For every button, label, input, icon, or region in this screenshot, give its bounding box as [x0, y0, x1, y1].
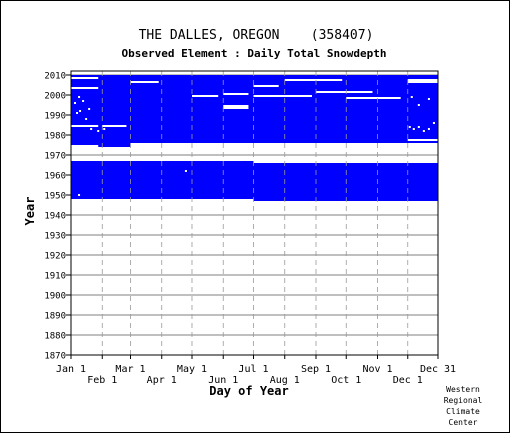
observed-block [71, 161, 254, 199]
chart-subtitle: Observed Element : Daily Total Snowdepth [122, 47, 387, 60]
x-tick-label: Jul 1 [238, 364, 268, 375]
missing-day [417, 104, 420, 106]
missing-block [71, 87, 99, 89]
y-tick-label: 1920 [44, 252, 66, 262]
missing-day [90, 128, 93, 130]
missing-day [422, 130, 425, 132]
missing-block [223, 105, 249, 109]
missing-day [412, 128, 415, 130]
missing-day [88, 108, 91, 110]
chart-title: THE DALLES, OREGON (358407) [139, 28, 374, 43]
missing-day [82, 100, 85, 102]
missing-block [407, 139, 438, 141]
missing-block [316, 91, 373, 93]
credit-line: Center [448, 418, 478, 427]
missing-day [76, 112, 79, 114]
x-tick-label: Sep 1 [301, 364, 331, 375]
missing-day [432, 122, 435, 124]
missing-day [85, 118, 88, 120]
missing-day [184, 170, 187, 172]
missing-block [71, 125, 99, 127]
y-tick-label: 1980 [44, 132, 66, 142]
x-tick-label: May 1 [177, 364, 207, 375]
missing-block [284, 79, 343, 81]
x-tick-label: Oct 1 [331, 375, 361, 386]
x-tick-label: Aug 1 [270, 375, 300, 386]
missing-day [417, 126, 420, 128]
credit-line: Climate [446, 407, 480, 416]
missing-day [74, 102, 77, 104]
missing-day [97, 130, 100, 132]
missing-day [103, 128, 106, 130]
missing-block [71, 145, 99, 147]
missing-day [78, 194, 81, 196]
y-tick-label: 1870 [44, 352, 66, 362]
x-tick-label: Feb 1 [87, 375, 117, 386]
credit-line: Western [446, 385, 480, 394]
credit-line: Regional [443, 396, 483, 405]
credit-block: Western Regional Climate Center [433, 384, 493, 428]
y-tick-label: 2000 [44, 92, 66, 102]
x-tick-label: Apr 1 [147, 375, 177, 386]
x-tick-label: Mar 1 [115, 364, 145, 375]
y-tick-label: 1880 [44, 332, 66, 342]
y-tick-label: 1930 [44, 232, 66, 242]
missing-block [407, 79, 438, 83]
missing-day [408, 126, 411, 128]
x-tick-label: Dec 31 [420, 364, 456, 375]
y-tick-label: 1890 [44, 312, 66, 322]
y-tick-label: 1960 [44, 172, 66, 182]
x-axis-label: Day of Year [209, 384, 288, 398]
missing-block [346, 97, 401, 99]
missing-block [253, 85, 279, 87]
y-tick-label: 1970 [44, 152, 66, 162]
missing-block [253, 95, 312, 97]
missing-day [410, 96, 413, 98]
y-tick-label: 2010 [44, 72, 66, 82]
missing-day [427, 98, 430, 100]
observed-block [253, 163, 438, 201]
y-tick-label: 1940 [44, 212, 66, 222]
missing-block [102, 125, 127, 127]
missing-block [223, 93, 249, 95]
y-tick-label: 1910 [44, 272, 66, 282]
y-tick-label: 1950 [44, 192, 66, 202]
missing-block [71, 77, 99, 79]
missing-block [130, 81, 159, 83]
x-tick-label: Jun 1 [208, 375, 238, 386]
plot-border [70, 70, 439, 356]
y-axis-label: Year [23, 197, 37, 226]
x-tick-label: Dec 1 [393, 375, 423, 386]
missing-day [79, 110, 82, 112]
y-tick-label: 1900 [44, 292, 66, 302]
x-tick-label: Jan 1 [56, 364, 86, 375]
missing-day [78, 96, 81, 98]
missing-block [130, 143, 438, 147]
missing-block [191, 95, 219, 97]
plot-area: 1870 1880 1890 1900 1910 1920 1930 1940 1950 1960… [44, 70, 456, 386]
y-tick-label: 1990 [44, 112, 66, 122]
missing-day [427, 128, 430, 130]
x-tick-label: Nov 1 [362, 364, 392, 375]
